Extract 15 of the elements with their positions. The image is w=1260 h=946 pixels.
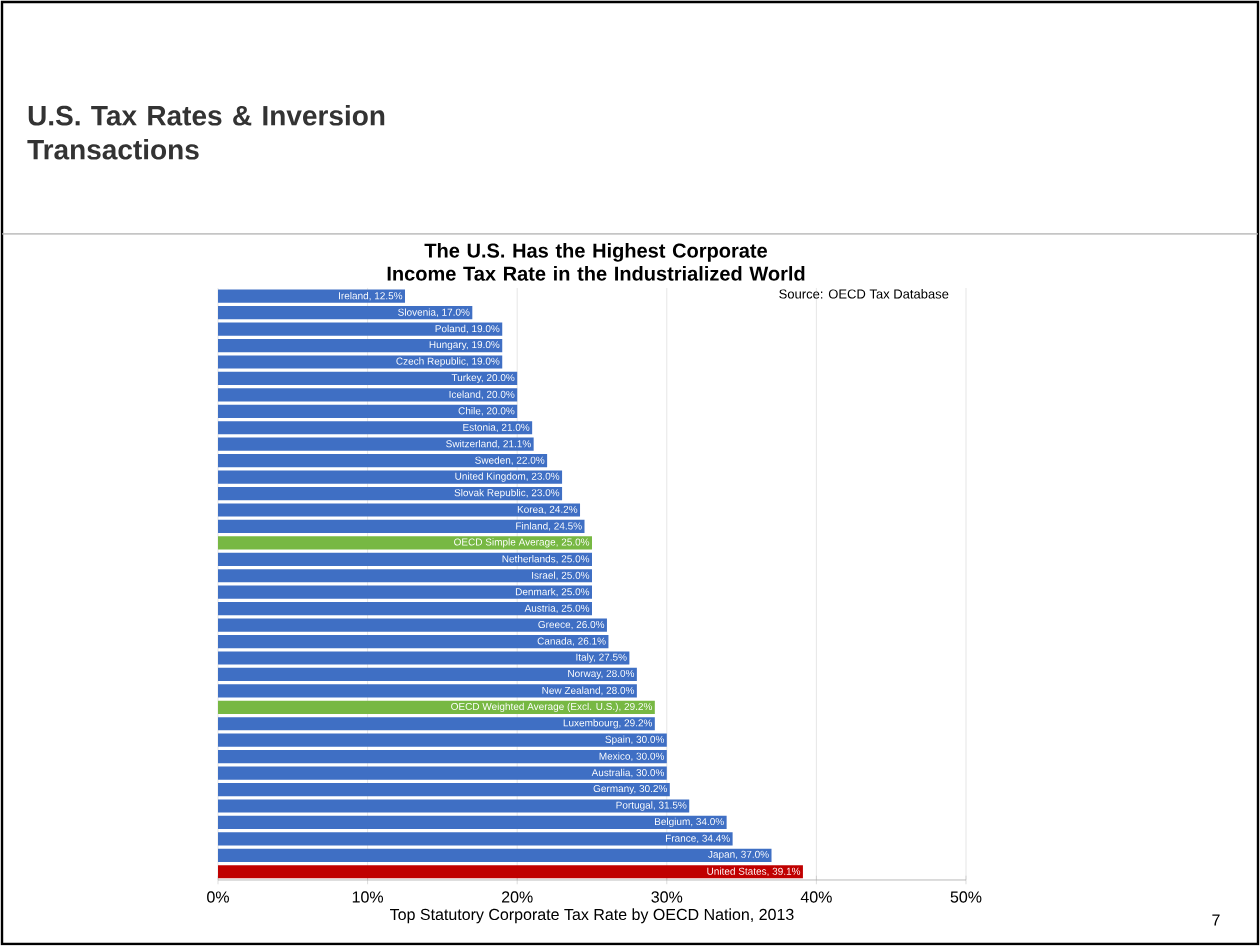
bar [218,536,592,550]
x-tick-label: 20% [502,891,533,903]
x-tick-label: 10% [352,891,384,903]
x-tick-label: 40% [800,891,832,903]
x-axis-title: Top Statutory Corporate Tax Rate by OECD Nation, 2013 [390,908,794,924]
bar [218,848,772,862]
bar [218,717,655,731]
chart-subtitle: The U.S. Has the Highest Corporate Income Tax Rate in the Industrialized World [387,243,805,281]
x-tick-label: 30% [651,891,683,903]
bar [218,700,655,714]
text: 7 [1212,914,1220,926]
bar [218,865,803,879]
x-tick-label: 50% [950,891,982,903]
chart-title: U.S. Tax Rates & Inversion Transactions [27,105,385,160]
x-tick-label: 0% [207,891,229,903]
